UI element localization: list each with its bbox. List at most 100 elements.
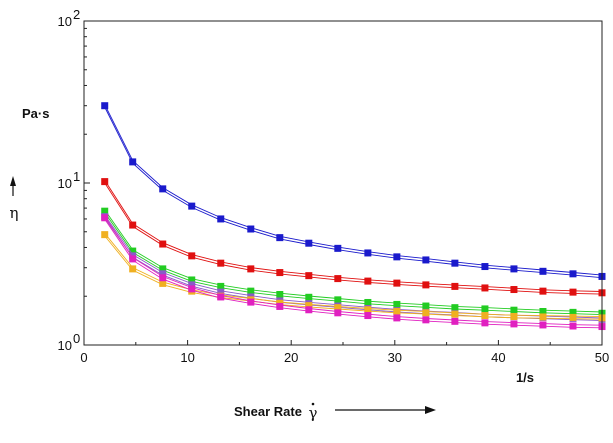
data-point	[305, 306, 313, 314]
x-axis-arrowhead	[425, 406, 436, 414]
data-point	[364, 249, 372, 257]
series-4	[101, 213, 606, 323]
data-point	[364, 312, 372, 320]
data-point	[569, 270, 577, 278]
data-point	[451, 317, 459, 325]
y-axis-label: η	[10, 204, 19, 222]
data-point	[539, 287, 547, 295]
data-point	[422, 281, 430, 289]
series-line	[104, 212, 603, 316]
data-point	[188, 281, 196, 289]
y-axis-unit: Pa·s	[22, 106, 49, 121]
data-point	[422, 302, 430, 310]
data-point	[159, 270, 167, 278]
data-point	[305, 272, 313, 280]
data-point	[159, 185, 167, 193]
data-point	[129, 255, 137, 263]
data-point	[159, 274, 167, 282]
series-3	[101, 207, 606, 317]
series-line	[104, 209, 603, 313]
data-point	[334, 275, 342, 283]
x-tick-label: 10	[180, 350, 194, 365]
data-point	[510, 320, 518, 328]
data-point	[334, 244, 342, 252]
data-point	[393, 314, 401, 322]
data-point	[510, 312, 518, 320]
data-point	[451, 310, 459, 318]
x-tick-label: 40	[491, 350, 505, 365]
x-tick-label: 50	[595, 350, 609, 365]
data-point	[393, 279, 401, 287]
data-point	[393, 253, 401, 261]
data-point	[247, 287, 255, 295]
data-point	[539, 267, 547, 275]
series-1	[101, 102, 606, 280]
data-point	[276, 290, 284, 298]
data-point	[129, 265, 137, 273]
series-line	[104, 106, 603, 279]
series-line	[104, 104, 603, 276]
data-point	[159, 279, 167, 287]
data-point	[276, 234, 284, 242]
data-point	[364, 298, 372, 306]
data-point	[217, 293, 225, 301]
y-tick-exponent: 2	[73, 7, 80, 22]
series-line	[104, 233, 603, 318]
data-point	[481, 319, 489, 327]
data-point	[364, 277, 372, 285]
y-tick-exponent: 0	[73, 331, 80, 346]
data-point	[539, 321, 547, 329]
data-point	[569, 308, 577, 316]
data-point	[539, 313, 547, 321]
y-axis-arrowhead	[10, 176, 16, 186]
data-point	[364, 306, 372, 314]
data-point	[451, 304, 459, 312]
data-point	[510, 286, 518, 294]
series-line	[104, 235, 603, 320]
y-tick-exponent: 1	[73, 169, 80, 184]
data-point	[451, 282, 459, 290]
plot-frame	[83, 20, 603, 346]
data-point	[101, 178, 109, 186]
data-point	[334, 309, 342, 317]
data-point	[393, 300, 401, 308]
data-point	[129, 221, 137, 229]
data-point	[188, 276, 196, 284]
data-point	[422, 316, 430, 324]
data-point	[217, 282, 225, 290]
data-point	[217, 288, 225, 296]
series-layer	[101, 102, 606, 331]
data-point	[569, 288, 577, 296]
series-line	[104, 180, 603, 292]
data-point	[129, 247, 137, 255]
data-point	[305, 239, 313, 247]
y-tick-label: 10	[58, 176, 72, 191]
data-point	[188, 285, 196, 293]
data-point	[101, 231, 109, 239]
data-point	[247, 298, 255, 306]
data-point	[334, 304, 342, 312]
data-point	[217, 259, 225, 267]
data-point	[305, 293, 313, 301]
data-point	[247, 265, 255, 273]
series-line	[104, 217, 603, 322]
x-symbol-dot	[311, 402, 315, 406]
series-5	[101, 231, 606, 322]
data-point	[101, 214, 109, 222]
x-axis-unit: 1/s	[516, 370, 534, 385]
x-tick-label: 20	[284, 350, 298, 365]
x-axis-ticks: 0 10 20 30 40 50	[80, 340, 609, 365]
x-axis-label: Shear Rate	[234, 404, 302, 419]
data-point	[510, 306, 518, 314]
data-point	[159, 240, 167, 248]
data-point	[188, 252, 196, 260]
data-point	[569, 313, 577, 321]
data-point	[334, 296, 342, 304]
series-line	[104, 182, 603, 295]
data-point	[481, 263, 489, 271]
data-point	[422, 309, 430, 317]
data-point	[276, 302, 284, 310]
data-point	[510, 265, 518, 273]
